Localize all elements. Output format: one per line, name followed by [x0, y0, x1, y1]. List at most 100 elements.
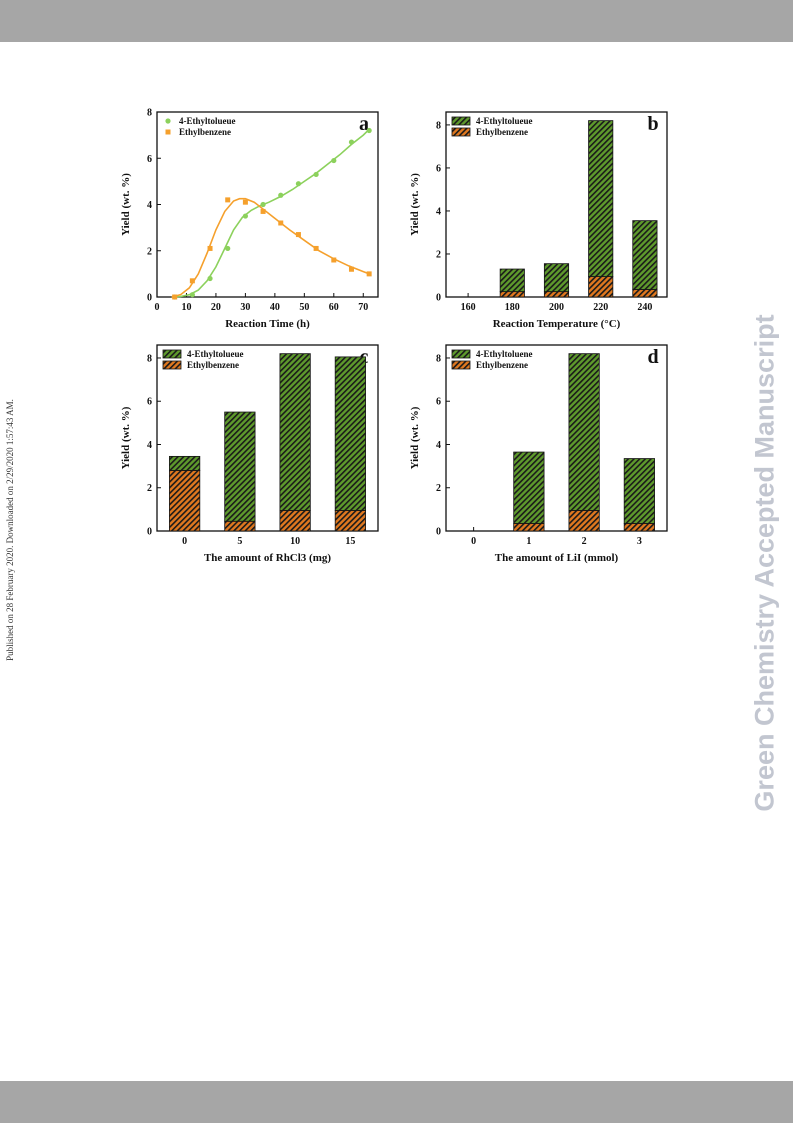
x-tick-label: 180 [505, 302, 520, 313]
legend-marker [165, 118, 171, 124]
plot-frame [156, 111, 379, 298]
y-tick-label: 4 [147, 440, 152, 451]
plot-frame [445, 344, 668, 532]
bar-hatch [588, 120, 613, 277]
legend-swatch-hatch [452, 117, 470, 125]
bar-hatch [588, 276, 613, 297]
data-point [366, 271, 372, 277]
x-tick-label: 160 [461, 302, 476, 313]
legend-label: Ethylbenzene [179, 127, 231, 137]
legend-swatch-hatch [163, 350, 181, 358]
series-line-0 [171, 128, 370, 298]
y-tick-label: 0 [147, 527, 152, 538]
series-line-1 [171, 197, 370, 298]
x-tick-label: 15 [345, 536, 355, 547]
bar-hatch [544, 263, 569, 292]
y-tick-label: 4 [436, 440, 441, 451]
legend-label: 4-Ethyltolueue [476, 116, 533, 126]
bar-hatch [279, 510, 311, 531]
x-tick-label: 0 [155, 302, 160, 313]
data-point [278, 220, 284, 226]
y-tick-label: 6 [436, 163, 441, 174]
x-axis-label: The amount of RhCl3 (mg) [204, 552, 331, 564]
legend-swatch-hatch [452, 128, 470, 136]
bar-hatch [544, 291, 569, 297]
x-tick-label: 50 [299, 302, 309, 313]
y-tick-label: 4 [147, 200, 152, 211]
x-tick-label: 5 [237, 536, 242, 547]
data-point [207, 245, 213, 251]
x-tick-label: 70 [358, 302, 368, 313]
bar-hatch [568, 510, 600, 531]
y-tick-label: 2 [147, 246, 152, 257]
legend-swatch-hatch [163, 361, 181, 369]
x-tick-label: 200 [549, 302, 564, 313]
panel-label: b [647, 113, 658, 135]
x-tick-label: 60 [329, 302, 339, 313]
y-tick-label: 6 [436, 397, 441, 408]
legend-label: Ethylbenzene [476, 360, 528, 370]
data-point [295, 232, 301, 238]
y-tick-label: 6 [147, 154, 152, 165]
legend-label: 4-Ethyltolueue [179, 116, 236, 126]
y-tick-label: 8 [147, 353, 152, 364]
x-tick-label: 1 [526, 536, 531, 547]
data-point [260, 208, 266, 214]
bar-hatch [169, 456, 200, 471]
bar-hatch [632, 289, 658, 297]
x-tick-label: 30 [240, 302, 250, 313]
y-axis-label: Yield (wt. %) [120, 173, 132, 236]
chart-panel-b: b Yield (wt. %) 0 2 4 6 8 160 180 200 220 240 Reacti… [409, 111, 668, 330]
footer-bar [0, 1081, 793, 1123]
x-tick-label: 220 [593, 302, 608, 313]
data-point [172, 294, 178, 300]
y-tick-label: 6 [147, 397, 152, 408]
y-axis-label: Yield (wt. %) [409, 173, 421, 236]
y-tick-label: 2 [147, 483, 152, 494]
panel-label: a [359, 113, 369, 135]
bar-hatch [513, 452, 545, 524]
legend-label: Ethylbenzene [476, 127, 528, 137]
legend-swatch-hatch [452, 361, 470, 369]
data-point [366, 127, 372, 134]
bar-hatch [335, 356, 366, 511]
legend-label: 4-Ethyltoluene [476, 349, 533, 359]
bar-hatch [279, 353, 311, 511]
x-tick-label: 2 [582, 536, 587, 547]
legend-swatch-hatch [452, 350, 470, 358]
y-tick-label: 8 [436, 353, 441, 364]
x-tick-label: 10 [181, 302, 191, 313]
data-point [331, 157, 337, 164]
x-tick-label: 240 [637, 302, 652, 313]
data-point [260, 201, 266, 208]
data-point [313, 171, 319, 178]
legend-marker [165, 129, 171, 135]
bar-hatch [169, 470, 200, 531]
x-tick-label: 40 [270, 302, 280, 313]
y-tick-label: 0 [147, 293, 152, 304]
data-point [242, 199, 248, 205]
bar-hatch [513, 523, 545, 531]
data-point [242, 213, 248, 219]
x-tick-label: 10 [290, 536, 300, 547]
legend-label: Ethylbenzene [187, 360, 239, 370]
y-axis-label: Yield (wt. %) [409, 406, 421, 469]
y-axis-label: Yield (wt. %) [120, 406, 132, 469]
data-point [348, 139, 355, 145]
header-bar [0, 0, 793, 42]
y-tick-label: 4 [436, 206, 441, 217]
data-point [189, 292, 195, 298]
x-axis-label: Reaction Time (h) [225, 318, 310, 330]
x-axis-label: The amount of LiI (mmol) [495, 552, 619, 564]
bar-hatch [500, 269, 525, 292]
bar-hatch [224, 412, 256, 522]
x-tick-label: 3 [637, 536, 642, 547]
bar-hatch [568, 353, 600, 511]
y-tick-label: 0 [436, 293, 441, 304]
data-point [331, 257, 337, 263]
data-point [348, 266, 354, 272]
chart-panel-d: d Yield (wt. %) 0 2 4 6 8 0 1 2 3 The amount of LiI… [409, 344, 668, 564]
bar-hatch [624, 458, 655, 524]
